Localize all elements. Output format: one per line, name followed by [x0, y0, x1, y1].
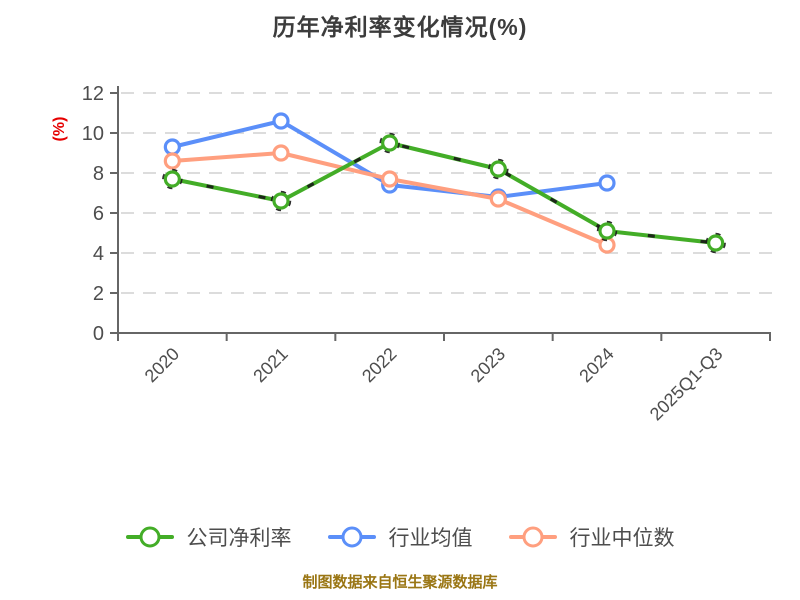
x-axis-tick-label: 2022 — [358, 344, 400, 386]
legend-item-company-net-margin[interactable]: 公司净利率 — [125, 522, 292, 552]
data-point-dash-ring — [270, 190, 292, 212]
data-point[interactable] — [163, 152, 181, 170]
data-source-note: 制图数据来自恒生聚源数据库 — [302, 574, 498, 591]
chart-legend: 公司净利率 行业均值 行业中位数 — [0, 522, 800, 552]
data-point[interactable] — [707, 234, 725, 252]
data-point[interactable] — [489, 190, 507, 208]
data-point[interactable] — [163, 138, 181, 156]
data-point-dash-ring — [488, 158, 509, 180]
data-point-dash-ring — [596, 220, 618, 242]
x-axis-tick-label: 2024 — [575, 344, 617, 386]
legend-marker-line-circle — [508, 525, 557, 549]
legend-circle-icon — [139, 526, 160, 548]
data-point[interactable] — [163, 170, 181, 188]
legend-item-industry-median[interactable]: 行业中位数 — [508, 522, 675, 552]
net-margin-line-chart: 0 2 4 6 8 10 12 2020 2021 2022 2023 2024 2025Q1-Q3 (%… — [51, 83, 776, 425]
data-point-dash-ring — [379, 132, 400, 154]
x-axis-tick-label: 2023 — [467, 344, 509, 386]
data-point[interactable] — [598, 222, 616, 240]
y-axis-tick-label: 2 — [93, 283, 104, 305]
x-axis-tick-label: 2025Q1-Q3 — [646, 344, 727, 425]
y-axis-tick-label: 10 — [82, 123, 104, 145]
data-point[interactable] — [272, 112, 290, 130]
legend-marker-line-circle — [125, 525, 174, 549]
data-point[interactable] — [381, 134, 399, 152]
data-point[interactable] — [272, 192, 290, 210]
y-axis-tick-label: 0 — [93, 323, 104, 345]
data-point-dash-ring — [162, 168, 183, 190]
chart-title: 历年净利率变化情况(%) — [272, 14, 528, 40]
y-axis-tick-label: 8 — [93, 163, 104, 185]
y-axis-tick-label: 6 — [93, 203, 104, 225]
y-axis-tick-label: 12 — [82, 83, 104, 105]
legend-label: 行业均值 — [388, 527, 473, 550]
x-axis-tick-label: 2021 — [249, 344, 291, 386]
legend-marker-line-circle — [327, 525, 376, 549]
y-axis-tick-label: 4 — [93, 243, 104, 265]
legend-label: 公司净利率 — [186, 527, 292, 550]
data-point[interactable] — [381, 170, 399, 188]
data-point-dash-ring — [705, 232, 726, 254]
data-point[interactable] — [272, 144, 290, 162]
data-point[interactable] — [489, 160, 507, 178]
x-axis-tick-label: 2020 — [141, 344, 183, 386]
y-axis-name: (%) — [51, 117, 68, 142]
legend-label: 行业中位数 — [569, 527, 675, 550]
legend-circle-icon — [522, 526, 543, 548]
legend-item-industry-mean[interactable]: 行业均值 — [327, 522, 473, 552]
data-point[interactable] — [598, 174, 616, 192]
legend-circle-icon — [341, 526, 362, 548]
series-line-2 — [170, 151, 609, 247]
series-line-dark-dash-overlay — [171, 141, 716, 245]
